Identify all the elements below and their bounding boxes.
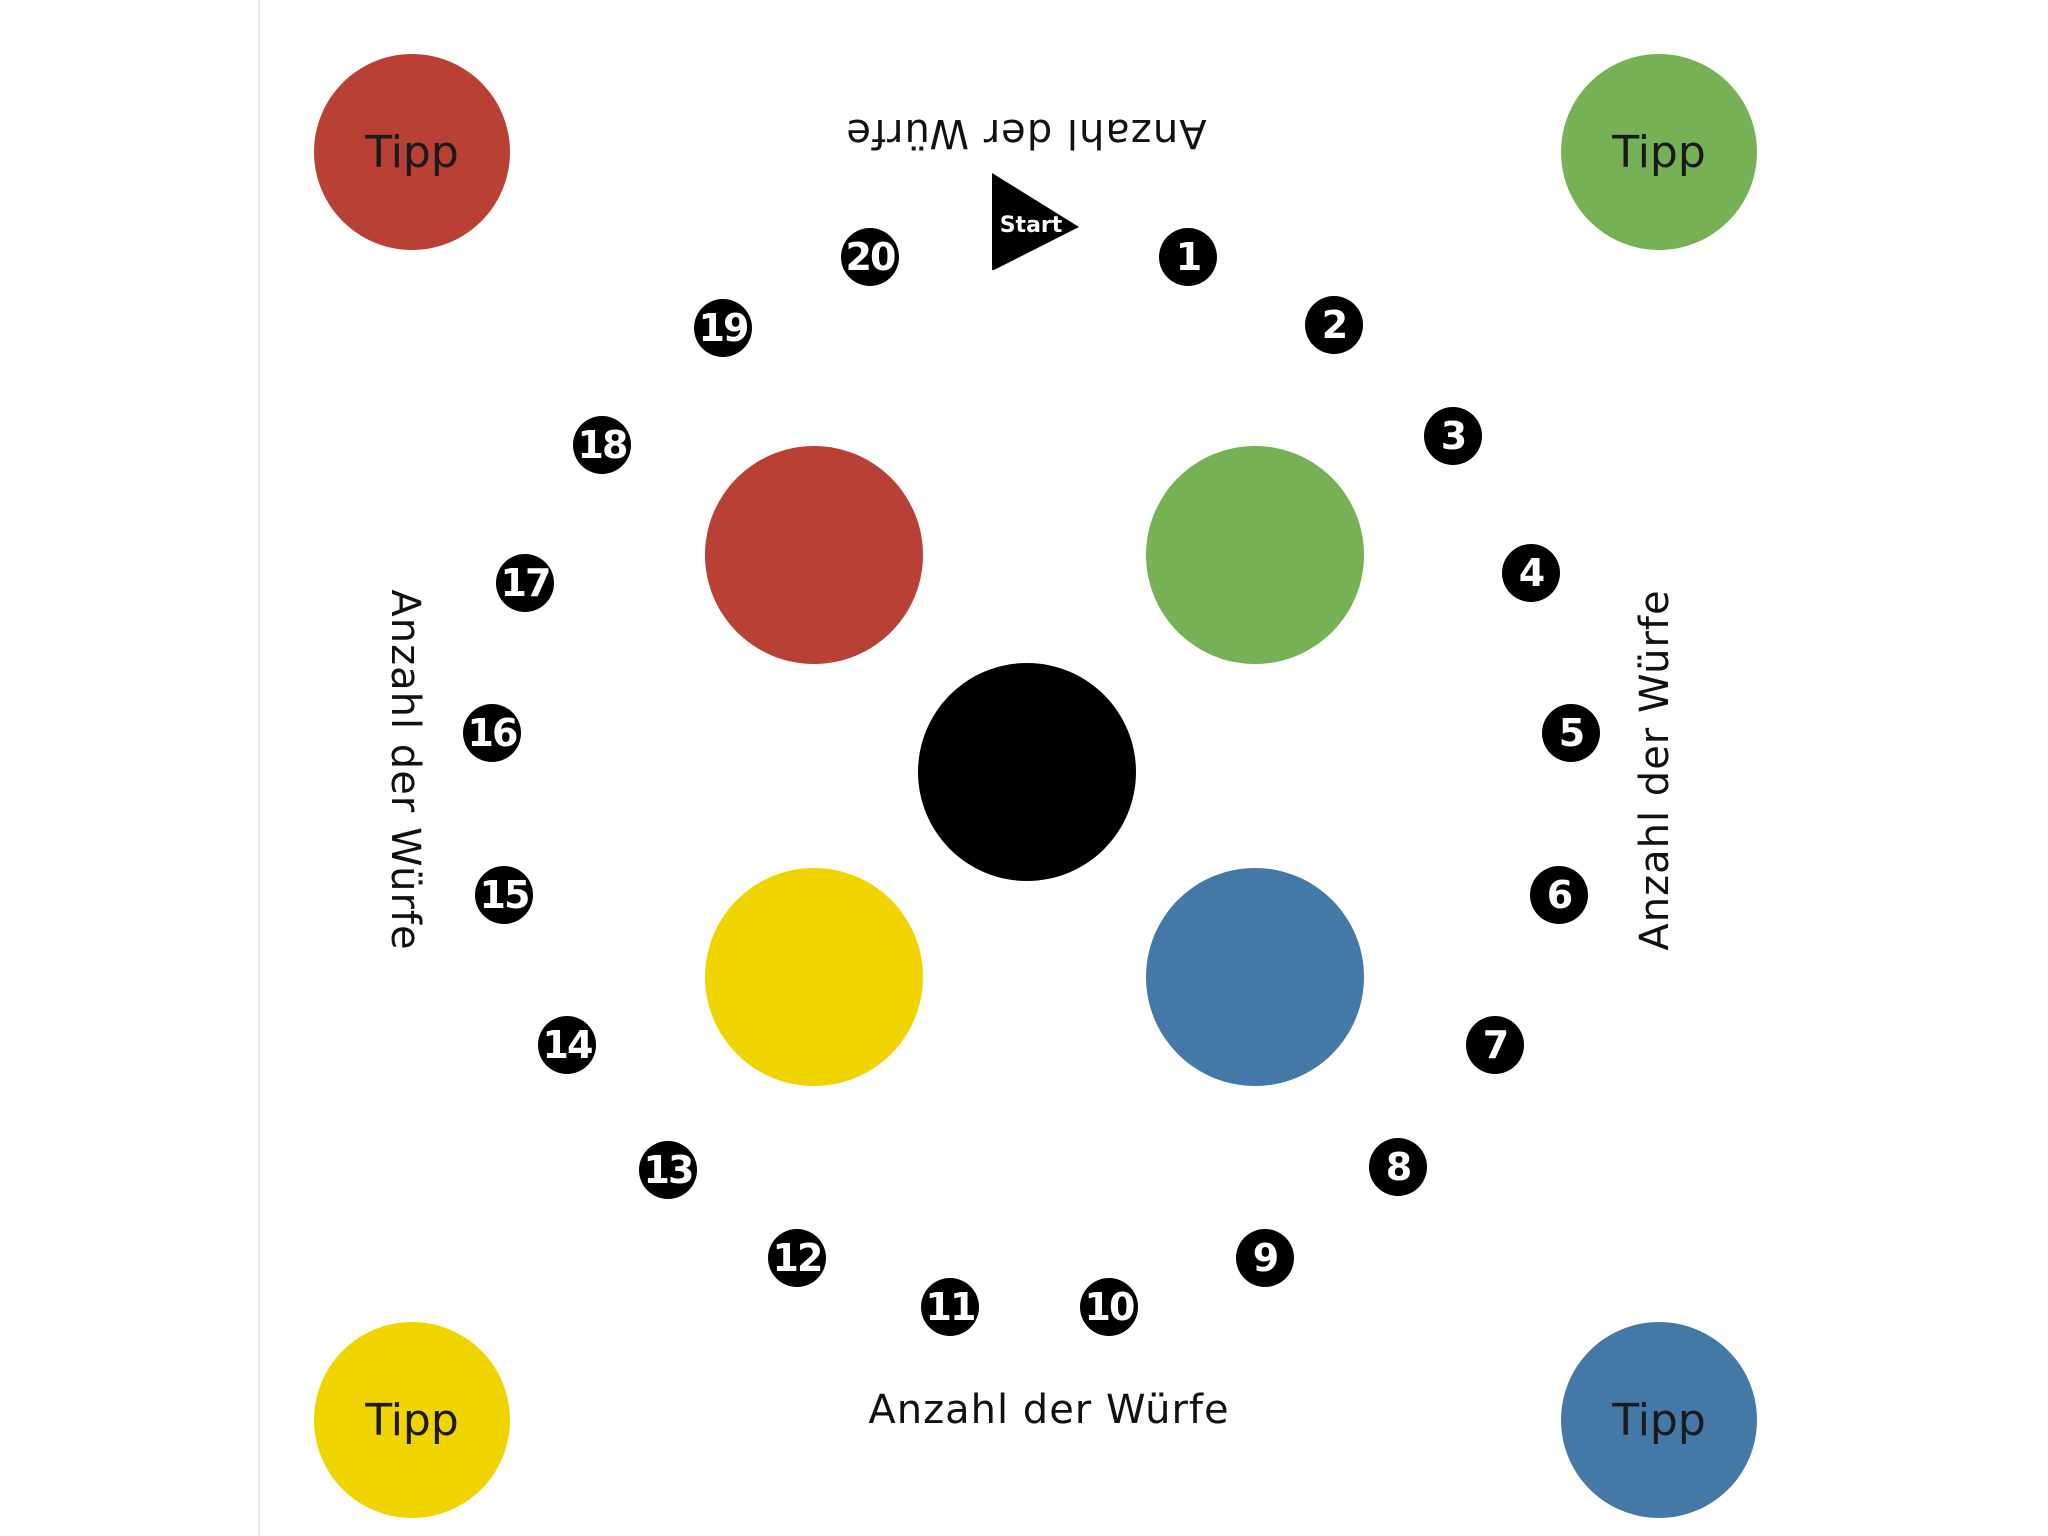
track-number[interactable]: 15 bbox=[475, 866, 533, 924]
track-number-text: 13 bbox=[643, 1148, 695, 1192]
track-number[interactable]: 8 bbox=[1369, 1138, 1427, 1196]
tipp-yellow-circle[interactable]: Tipp bbox=[314, 1322, 510, 1518]
track-number-text: 17 bbox=[500, 561, 552, 605]
black-center-circle[interactable] bbox=[918, 663, 1136, 881]
throws-label-right: Anzahl der Würfe bbox=[1632, 589, 1678, 951]
track-number-text: 11 bbox=[925, 1285, 977, 1329]
track-number-text: 7 bbox=[1482, 1023, 1509, 1067]
track-number-text: 16 bbox=[467, 711, 519, 755]
track-number[interactable]: 10 bbox=[1080, 1278, 1138, 1336]
track-number[interactable]: 9 bbox=[1236, 1229, 1294, 1287]
track-number[interactable]: 12 bbox=[768, 1229, 826, 1287]
track-number[interactable]: 14 bbox=[538, 1016, 596, 1074]
tipp-label: Tipp bbox=[365, 1394, 459, 1446]
track-number[interactable]: 6 bbox=[1530, 866, 1588, 924]
track-number[interactable]: 13 bbox=[639, 1141, 697, 1199]
track-number-text: 6 bbox=[1546, 873, 1573, 917]
tipp-label: Tipp bbox=[1612, 126, 1706, 178]
track-number[interactable]: 19 bbox=[694, 299, 752, 357]
start-arrow-icon bbox=[992, 173, 1079, 270]
tipp-label: Tipp bbox=[1612, 1394, 1706, 1446]
track-number-text: 20 bbox=[845, 235, 897, 279]
track-number-text: 18 bbox=[577, 423, 629, 467]
track-number-text: 9 bbox=[1252, 1236, 1279, 1280]
track-number-text: 3 bbox=[1440, 414, 1467, 458]
track-number-text: 4 bbox=[1518, 551, 1545, 595]
start-marker[interactable]: Start bbox=[985, 170, 1085, 270]
tipp-label: Tipp bbox=[365, 126, 459, 178]
red-field-circle[interactable] bbox=[705, 446, 923, 664]
page-edge-divider bbox=[258, 0, 260, 1536]
track-number[interactable]: 11 bbox=[921, 1278, 979, 1336]
tipp-green-circle[interactable]: Tipp bbox=[1561, 54, 1757, 250]
track-number[interactable]: 18 bbox=[573, 416, 631, 474]
track-number-text: 14 bbox=[542, 1023, 594, 1067]
track-number[interactable]: 3 bbox=[1424, 407, 1482, 465]
track-number-text: 15 bbox=[479, 873, 531, 917]
start-label: Start bbox=[1000, 213, 1063, 238]
track-number[interactable]: 16 bbox=[463, 704, 521, 762]
track-number[interactable]: 5 bbox=[1542, 704, 1600, 762]
tipp-red-circle[interactable]: Tipp bbox=[314, 54, 510, 250]
track-number[interactable]: 1 bbox=[1159, 228, 1217, 286]
track-number[interactable]: 2 bbox=[1305, 296, 1363, 354]
yellow-field-circle[interactable] bbox=[705, 868, 923, 1086]
tipp-blue-circle[interactable]: Tipp bbox=[1561, 1322, 1757, 1518]
track-number[interactable]: 7 bbox=[1466, 1016, 1524, 1074]
track-number-text: 12 bbox=[772, 1236, 824, 1280]
throws-label-bottom: Anzahl der Würfe bbox=[868, 1387, 1230, 1433]
throws-label-top: Anzahl der Würfe bbox=[845, 110, 1207, 156]
track-number-text: 10 bbox=[1084, 1285, 1136, 1329]
green-field-circle[interactable] bbox=[1146, 446, 1364, 664]
track-number[interactable]: 4 bbox=[1502, 544, 1560, 602]
track-number-text: 5 bbox=[1558, 711, 1585, 755]
throws-label-left: Anzahl der Würfe bbox=[382, 589, 428, 951]
track-number-text: 2 bbox=[1321, 303, 1348, 347]
track-number-text: 1 bbox=[1175, 235, 1202, 279]
track-number-text: 19 bbox=[698, 306, 750, 350]
blue-field-circle[interactable] bbox=[1146, 868, 1364, 1086]
track-number[interactable]: 20 bbox=[841, 228, 899, 286]
track-number-text: 8 bbox=[1385, 1145, 1412, 1189]
track-number[interactable]: 17 bbox=[496, 554, 554, 612]
